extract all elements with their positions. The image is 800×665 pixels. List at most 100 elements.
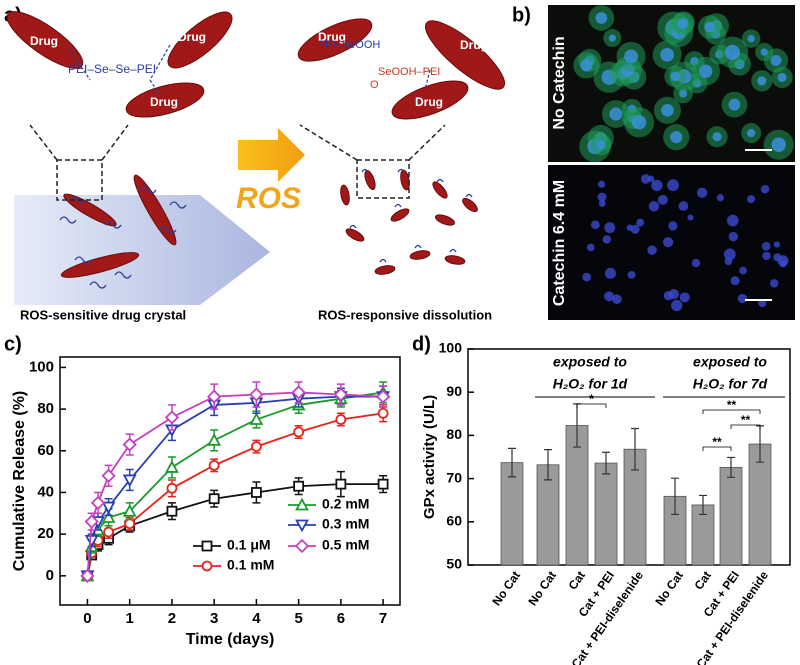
nucleus — [696, 187, 708, 198]
nucleus — [608, 34, 616, 42]
x-tick-label: 0 — [83, 610, 91, 627]
legend-marker — [295, 497, 309, 511]
marker — [164, 410, 180, 425]
nucleus — [604, 291, 615, 302]
nucleus — [739, 266, 747, 275]
nucleus — [670, 131, 683, 144]
drug-label: Drug — [318, 30, 346, 44]
legend-marker — [295, 519, 309, 533]
linker-label: SeOOH–PEI — [378, 66, 440, 78]
significance-bracket — [702, 409, 761, 414]
plot-frame — [59, 356, 401, 606]
nucleus — [630, 224, 640, 234]
legend-label: 0.5 mM — [322, 537, 369, 553]
marker — [122, 437, 137, 452]
marker — [207, 433, 222, 446]
nucleus — [773, 241, 781, 248]
panel-label: d) — [412, 333, 431, 355]
zoom-boxes — [29, 124, 446, 201]
x-tick-label: 4 — [252, 610, 261, 627]
nucleus — [698, 64, 713, 79]
nucleus — [604, 222, 616, 234]
error-bar — [544, 449, 552, 481]
marker — [377, 407, 389, 419]
error-bar — [602, 451, 610, 475]
x-tick-label: 1 — [126, 610, 134, 627]
nucleus — [602, 235, 612, 244]
nucleus — [580, 59, 593, 72]
marker — [375, 389, 391, 404]
marker — [250, 441, 262, 453]
marker — [84, 534, 99, 548]
nucleus — [723, 248, 736, 261]
nucleus — [671, 299, 683, 312]
marker — [101, 468, 116, 483]
nucleus — [661, 104, 674, 117]
legend-label: 0.1 μM — [227, 537, 271, 553]
legend-label: 0.3 mM — [322, 516, 369, 532]
error-bar — [699, 494, 707, 516]
nucleus — [597, 192, 607, 202]
linker-label: PEI–SeOOH — [318, 39, 380, 51]
legend-marker — [201, 540, 213, 552]
marker — [333, 387, 348, 402]
nucleus — [762, 251, 771, 261]
nucleus — [730, 276, 740, 286]
y-tick-label: 60 — [446, 513, 462, 529]
drug-label: Drug — [460, 38, 488, 52]
nucleus — [670, 71, 680, 82]
nucleus — [760, 48, 768, 56]
drug-label: Drug — [415, 95, 443, 109]
nucleus — [667, 179, 679, 192]
y-tick-label: 50 — [446, 556, 462, 572]
x-tick-label: 3 — [210, 610, 218, 627]
legend-label: 0.1 mM — [227, 557, 274, 573]
nucleus — [626, 224, 633, 231]
marker — [101, 501, 116, 515]
marker — [165, 460, 179, 473]
nucleus — [716, 194, 724, 202]
significance-label: * — [589, 392, 594, 406]
nucleus — [747, 34, 755, 43]
nucleus — [660, 47, 675, 62]
nucleus — [728, 231, 738, 242]
error-bar — [508, 447, 516, 478]
nucleus — [678, 201, 689, 211]
nucleus — [641, 174, 651, 184]
cells — [573, 5, 794, 312]
error-bar — [671, 477, 679, 516]
nucleus — [760, 184, 770, 194]
annotation: H₂O₂ for 1d — [553, 376, 628, 392]
nucleus — [647, 245, 657, 255]
nucleus — [737, 293, 748, 304]
nucleus — [747, 195, 756, 204]
significance-label: ** — [712, 435, 722, 449]
bar — [594, 462, 618, 566]
nucleus — [728, 98, 741, 111]
significance-bracket — [730, 424, 761, 429]
nucleus — [612, 294, 622, 305]
polymer-chains — [59, 168, 473, 289]
drug-label: Drug — [30, 34, 58, 48]
reaction-arrow — [238, 128, 305, 182]
marker — [249, 412, 264, 425]
nucleus — [590, 220, 600, 230]
significance-label: ** — [741, 413, 751, 427]
arrow-label: ROS — [236, 182, 301, 215]
drug-label: Drug — [150, 95, 178, 109]
error-bar — [631, 427, 639, 471]
marker — [249, 387, 264, 402]
nucleus — [647, 175, 655, 182]
nucleus — [663, 291, 674, 301]
oxygen-label: O — [370, 79, 379, 91]
panel-label: c) — [4, 333, 22, 355]
significance-bracket — [702, 446, 732, 451]
nucleus — [609, 107, 623, 121]
nucleus — [771, 137, 786, 152]
marker — [124, 518, 136, 530]
nucleus — [657, 194, 668, 205]
nucleus — [769, 279, 779, 288]
nucleus — [770, 55, 782, 66]
nucleus — [704, 21, 716, 33]
